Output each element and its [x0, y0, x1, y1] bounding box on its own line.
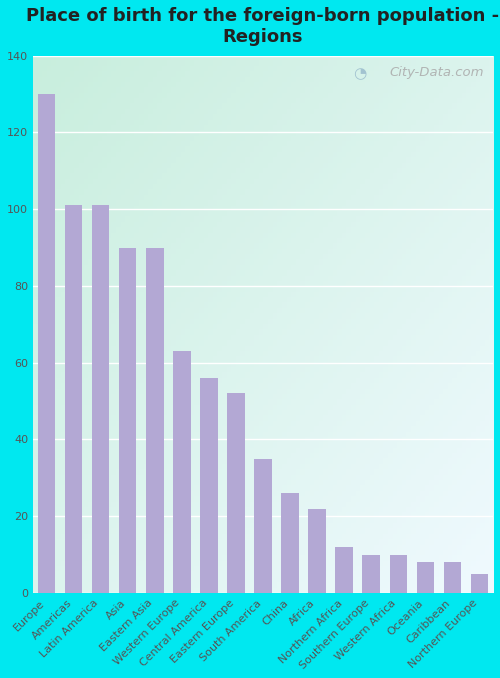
- Bar: [200, 378, 218, 593]
- Bar: [119, 247, 136, 593]
- Bar: [416, 562, 434, 593]
- Bar: [254, 458, 272, 593]
- Bar: [92, 205, 110, 593]
- Title: Place of birth for the foreign-born population -
Regions: Place of birth for the foreign-born popu…: [26, 7, 500, 45]
- Bar: [444, 562, 462, 593]
- Bar: [308, 508, 326, 593]
- Bar: [227, 393, 244, 593]
- Bar: [38, 94, 56, 593]
- Bar: [390, 555, 407, 593]
- Bar: [173, 351, 190, 593]
- Bar: [64, 205, 82, 593]
- Bar: [470, 574, 488, 593]
- Bar: [336, 547, 353, 593]
- Text: ◔: ◔: [354, 66, 366, 81]
- Bar: [282, 493, 299, 593]
- Bar: [146, 247, 164, 593]
- Text: City-Data.com: City-Data.com: [390, 66, 484, 79]
- Bar: [362, 555, 380, 593]
